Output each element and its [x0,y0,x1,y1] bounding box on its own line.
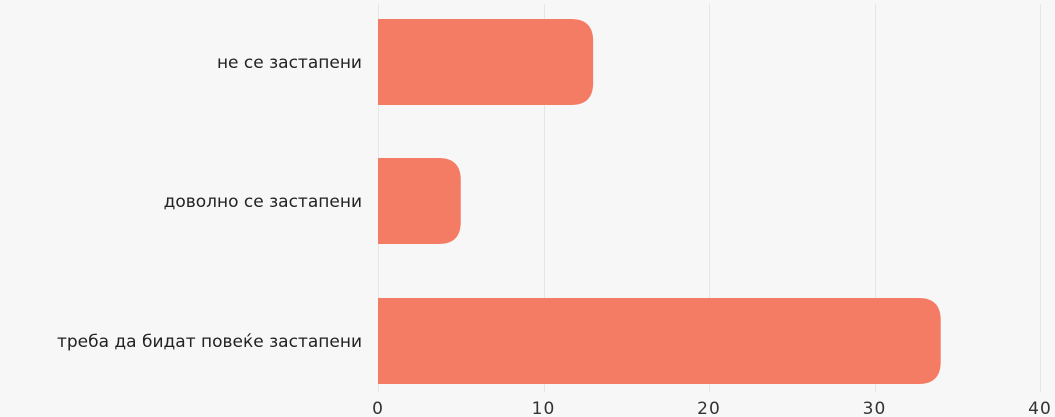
category-label: треба да бидат повеќе застапени [57,332,362,352]
x-tick-label: 20 [697,399,721,417]
x-tick-label: 40 [1028,399,1052,417]
x-tick-label: 0 [372,399,384,417]
category-label-layer: не се застапени доволно се застапени треба… [57,53,362,352]
x-axis-tick-layer: 0 10 20 30 40 [372,399,1052,417]
x-tick-label: 10 [532,399,556,417]
bar-layer [378,19,941,384]
bar-2 [378,158,461,244]
category-label: доволно се застапени [164,192,362,212]
x-tick-label: 30 [863,399,887,417]
bar-1 [378,19,594,105]
category-label: не се застапени [217,53,362,73]
bar-3 [378,298,941,384]
